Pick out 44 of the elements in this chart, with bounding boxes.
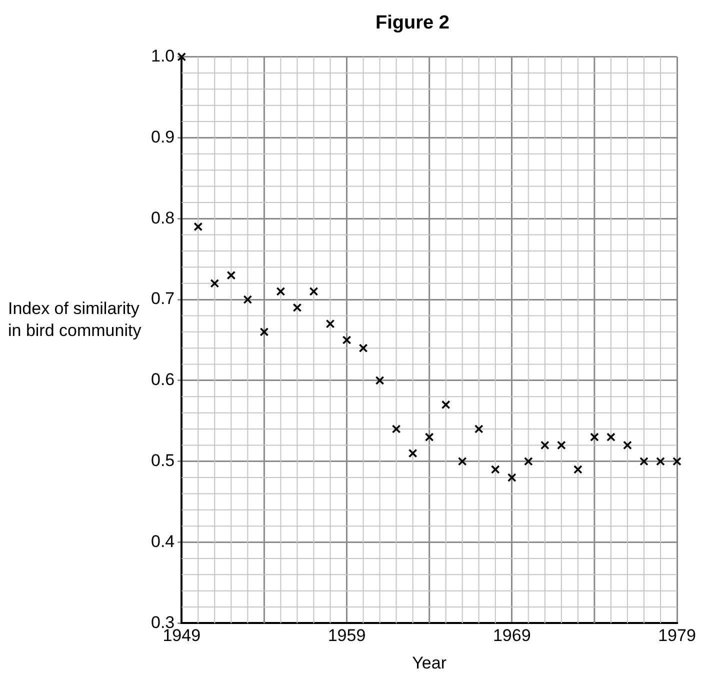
point — [623, 440, 632, 450]
x-tick-label: 1969 — [492, 626, 531, 646]
point — [260, 327, 269, 336]
point — [243, 295, 252, 304]
point — [540, 440, 550, 450]
point — [392, 424, 401, 434]
point — [210, 278, 220, 288]
x-tick-label: 1959 — [328, 626, 366, 646]
point — [672, 456, 682, 466]
point — [458, 456, 467, 466]
point — [177, 52, 186, 62]
point — [556, 440, 566, 450]
y-tick-label: 0.6 — [150, 370, 175, 390]
point — [276, 287, 286, 296]
y-tick-label: 1.0 — [150, 46, 175, 66]
point — [309, 287, 318, 296]
x-tick-label: 1979 — [658, 626, 696, 646]
y-tick-label: 0.4 — [150, 532, 175, 551]
point — [524, 456, 533, 466]
y-tick-label: 0.8 — [150, 208, 175, 228]
point — [375, 376, 384, 385]
y-tick-label: 0.5 — [150, 451, 175, 470]
point — [656, 456, 665, 466]
y-axis-title: Index of similarity in bird community — [8, 298, 142, 342]
chart-title: Figure 2 — [376, 12, 450, 34]
point — [640, 456, 648, 466]
point — [606, 432, 616, 442]
point — [326, 319, 335, 328]
point — [441, 400, 450, 410]
point — [424, 432, 434, 442]
point — [342, 336, 352, 344]
point — [573, 465, 582, 474]
point — [490, 465, 500, 474]
point — [194, 222, 203, 232]
point — [226, 270, 236, 280]
point — [358, 344, 368, 353]
y-tick-label: 0.7 — [150, 289, 175, 308]
point — [474, 424, 484, 434]
point — [590, 432, 599, 442]
y-tick-label: 0.9 — [150, 127, 175, 146]
point — [292, 303, 302, 312]
point — [507, 473, 516, 482]
x-axis-title: Year — [412, 653, 447, 672]
point — [408, 448, 418, 458]
